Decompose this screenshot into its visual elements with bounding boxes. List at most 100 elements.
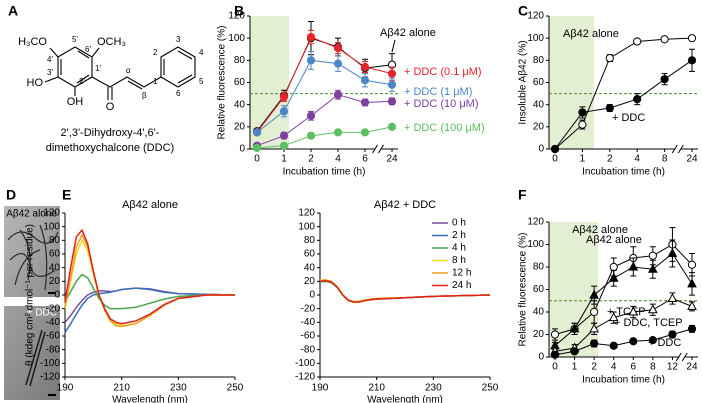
y-tick-label: 100 <box>228 33 245 44</box>
y-tick-label: 80 <box>304 235 316 246</box>
x-tick-label: 2 <box>607 154 613 165</box>
marker <box>608 272 619 282</box>
y-tick-label: -60 <box>46 331 61 342</box>
x-tick-label: 0 <box>552 362 558 373</box>
y-tick-label: 40 <box>304 262 316 273</box>
marker <box>387 122 397 131</box>
marker <box>608 312 619 322</box>
y-tick-label: 0 <box>239 144 245 155</box>
y-tick-label: 20 <box>533 121 545 132</box>
marker <box>605 54 614 63</box>
series-line <box>554 37 693 150</box>
panel-label: D <box>6 187 16 203</box>
atom-number: 2' <box>79 77 85 86</box>
chart-title: Aβ42 alone <box>122 199 178 211</box>
y-tick-label: 20 <box>49 276 61 287</box>
y-tick-label: 60 <box>304 249 316 260</box>
y-tick-label: 40 <box>49 262 61 273</box>
scale-bar <box>48 292 56 294</box>
x-axis-title: Incubation time (h) <box>582 167 665 178</box>
structure-caption: dimethoxychalcone (DDC) <box>46 142 174 154</box>
y-tick-label: -60 <box>301 331 316 342</box>
marker <box>633 37 642 46</box>
marker <box>333 59 343 68</box>
atom-number: 1 <box>153 77 158 86</box>
marker <box>628 261 639 271</box>
marker <box>252 128 262 137</box>
series-label: + DDC (1 μM) <box>404 86 472 98</box>
series-label: + DDC (100 μM) <box>404 122 485 134</box>
panel-label: F <box>518 187 527 203</box>
marker <box>590 307 599 317</box>
marker <box>605 103 614 113</box>
marker <box>279 107 289 116</box>
y-tick-label: 80 <box>49 235 61 246</box>
y-tick-label: 120 <box>298 208 315 219</box>
axis-break <box>671 144 684 154</box>
marker <box>387 97 397 106</box>
marker <box>629 337 638 346</box>
marker <box>648 251 657 260</box>
y-tick-label: 40 <box>234 99 246 110</box>
x-tick-label: 250 <box>482 383 499 394</box>
atom-number: 3 <box>176 35 181 44</box>
marker <box>589 323 599 333</box>
y-tick-label: -40 <box>46 317 61 328</box>
atom-label: O <box>106 101 115 113</box>
marker <box>360 98 370 107</box>
series-label: Aβ42 alone <box>563 28 619 40</box>
atom-label: OH <box>67 96 84 108</box>
x-tick-label: 2 <box>591 362 597 373</box>
y-tick-label: 0 <box>54 290 60 301</box>
y-tick-label: 40 <box>533 99 545 110</box>
fibrils <box>7 224 59 291</box>
marker <box>660 75 669 84</box>
fibrils <box>25 329 46 387</box>
x-tick-label: 210 <box>113 383 130 394</box>
x-tick-label: 230 <box>425 383 442 394</box>
marker <box>387 80 397 89</box>
y-tick-label: 60 <box>533 284 545 295</box>
x-tick-label: 24 <box>686 154 698 165</box>
marker <box>687 300 697 310</box>
marker <box>687 324 697 333</box>
x-tick-label: 190 <box>312 383 329 394</box>
x-tick-label: 8 <box>650 362 656 373</box>
panel-label: A <box>8 3 18 19</box>
marker <box>360 76 370 85</box>
x-axis-title: Incubation time (h) <box>283 167 366 178</box>
y-tick-label: 120 <box>43 208 60 219</box>
marker <box>687 278 697 288</box>
y-tick-label: 80 <box>533 55 545 66</box>
axis-break <box>372 144 384 154</box>
legend-label: 0 h <box>452 218 466 229</box>
y-axis-title: Relative fluorescence (%) <box>518 233 529 347</box>
series-line <box>64 287 236 333</box>
y-tick-label: 0 <box>538 144 544 155</box>
y-tick-label: -80 <box>46 344 61 355</box>
x-tick-label: 4 <box>335 154 341 165</box>
marker <box>648 304 658 314</box>
x-tick-label: 24 <box>686 362 698 373</box>
series-line <box>64 273 235 310</box>
y-tick-label: 60 <box>234 77 246 88</box>
y-tick-label: 100 <box>298 221 315 232</box>
y-tick-label: -80 <box>301 344 316 355</box>
atom-number: 4' <box>47 55 53 64</box>
y-tick-label: 40 <box>533 307 545 318</box>
x-axis-title: Wavelength (nm) <box>112 395 188 403</box>
micrograph-label: Aβ42 alone <box>6 209 57 220</box>
marker <box>360 62 370 72</box>
series-label: + DDC (0.1 μM) <box>404 66 482 78</box>
x-tick-label: 1 <box>281 154 287 165</box>
micrograph-label: + DDC <box>27 308 57 319</box>
marker <box>687 260 697 269</box>
atom-number: 4 <box>199 48 204 57</box>
y-tick-label: 0 <box>538 352 544 363</box>
x-tick-label: 250 <box>227 383 244 394</box>
y-tick-label: 80 <box>234 55 246 66</box>
marker <box>648 263 658 273</box>
series-line <box>64 233 235 328</box>
atom-number: 2 <box>153 48 158 57</box>
